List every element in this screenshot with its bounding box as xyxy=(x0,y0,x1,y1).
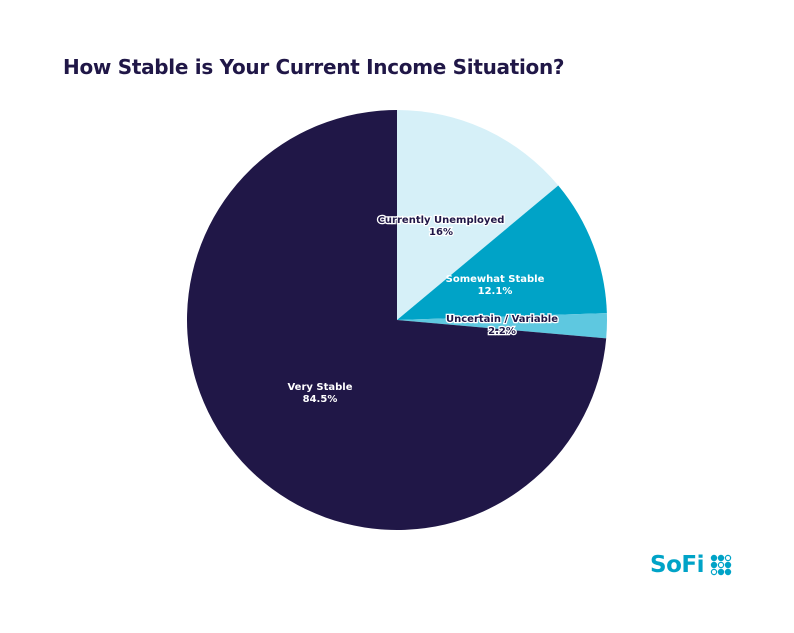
svg-text:Very Stable: Very Stable xyxy=(287,382,352,393)
svg-text:Somewhat Stable: Somewhat Stable xyxy=(446,274,545,285)
label-very-stable: Very Stable 84.5% xyxy=(287,382,352,405)
chart-title: How Stable is Your Current Income Situat… xyxy=(63,55,565,79)
slice-currently-unemployed xyxy=(397,110,559,320)
svg-text:12.1%: 12.1% xyxy=(478,286,513,297)
logo-text: SoFi xyxy=(650,552,704,578)
svg-text:Uncertain / Variable: Uncertain / Variable xyxy=(446,314,558,325)
slice-uncertain-variable xyxy=(397,313,607,339)
sofi-dots-icon xyxy=(710,554,732,576)
svg-text:16%: 16% xyxy=(429,227,453,238)
label-currently-unemployed: Currently Unemployed 16% xyxy=(376,214,505,240)
sofi-logo: SoFi xyxy=(650,552,736,578)
label-uncertain-variable: Uncertain / Variable 2.2% xyxy=(445,313,560,339)
slice-somewhat-stable xyxy=(397,185,607,320)
label-somewhat-stable: Somewhat Stable 12.1% xyxy=(446,274,545,297)
svg-text:84.5%: 84.5% xyxy=(303,394,338,405)
slice-very-stable xyxy=(187,110,607,531)
svg-text:Currently Unemployed: Currently Unemployed xyxy=(378,215,505,226)
svg-text:2.2%: 2.2% xyxy=(488,326,516,337)
